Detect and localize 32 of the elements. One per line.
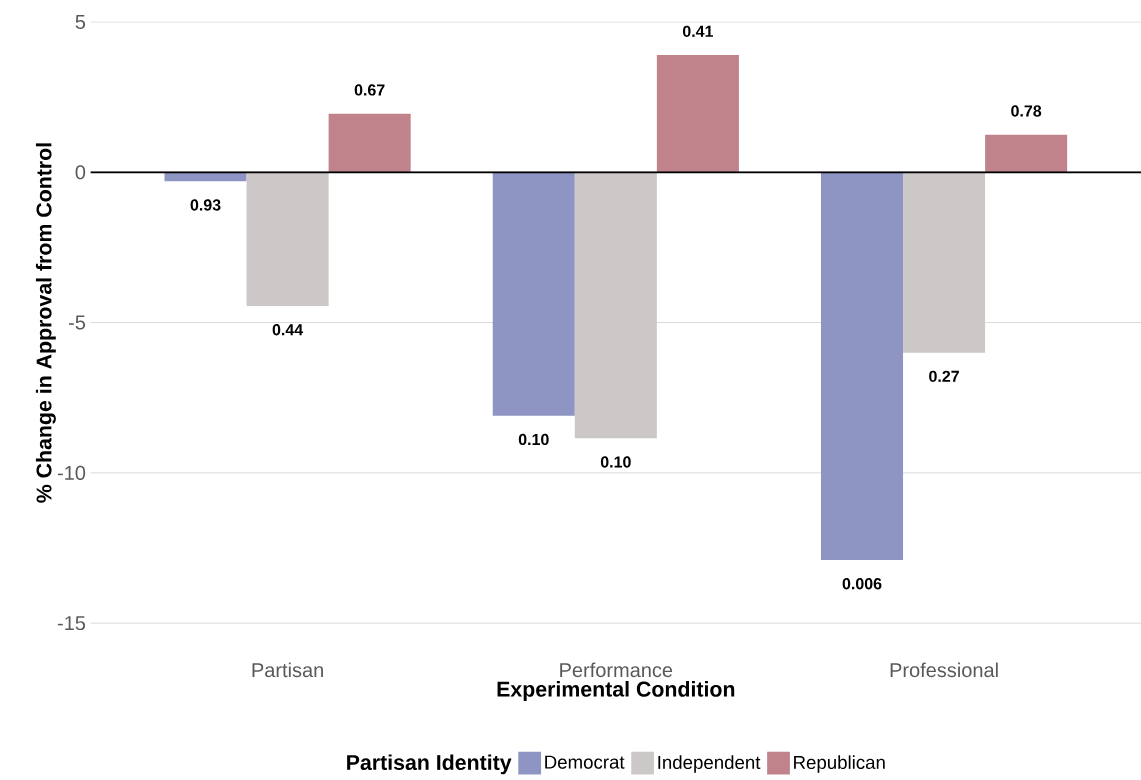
legend-label: Republican — [794, 755, 885, 773]
y-axis-title: % Change in Approval from Control — [35, 143, 56, 503]
x-axis-title: Experimental Condition — [497, 681, 735, 702]
y-tick-label: 0 — [75, 165, 86, 180]
bar — [328, 113, 411, 173]
annotation: 0.10 — [600, 456, 631, 468]
x-tick-label: Professional — [890, 662, 998, 678]
bar — [246, 172, 329, 307]
annotation: 0.10 — [518, 433, 549, 446]
bar — [164, 172, 247, 182]
x-tick-label: Partisan — [252, 662, 323, 678]
y-tick-label: -15 — [57, 616, 86, 631]
bar — [820, 172, 904, 561]
x-tick-label: Performance — [560, 662, 673, 678]
bar — [574, 172, 657, 439]
bar — [903, 172, 986, 353]
legend-title: Partisan Identity — [347, 754, 512, 775]
annotation: 0.41 — [682, 25, 713, 38]
legend-label: Independent — [658, 755, 761, 773]
annotation: 0.93 — [190, 199, 221, 211]
annotation: 0.67 — [354, 84, 385, 96]
y-tick-label: -10 — [57, 465, 86, 481]
annotation: 0.78 — [1011, 105, 1042, 117]
legend-label: Democrat — [545, 755, 625, 769]
annotation: 0.006 — [842, 578, 882, 590]
annotation: 0.44 — [272, 324, 304, 336]
annotation: 0.27 — [929, 370, 959, 383]
y-tick-label: 5 — [75, 15, 86, 30]
bar — [492, 172, 575, 416]
bar — [985, 134, 1068, 173]
bar — [656, 55, 739, 173]
y-tick-label: -5 — [69, 315, 86, 330]
